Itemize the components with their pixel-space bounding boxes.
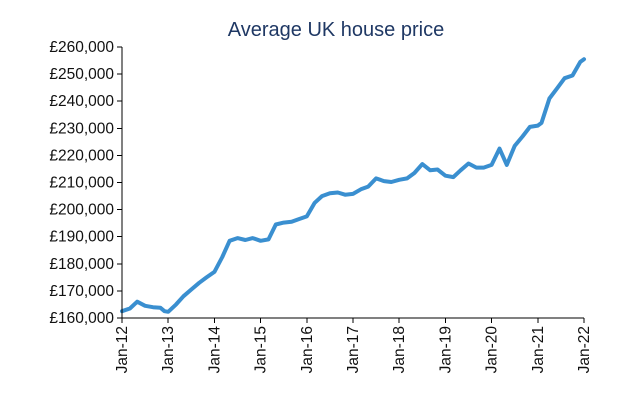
y-tick-label: £210,000 [49,175,114,192]
plot-area [120,57,586,314]
series-line [120,57,586,314]
y-tick-label: £160,000 [49,310,114,327]
x-tick-label: Jan-13 [160,326,177,373]
x-axis-ticks: Jan-12 Jan-13 Jan-14 Jan-15 Jan-16 Jan-17 Jan-… [114,318,593,373]
y-tick-label: £250,000 [49,66,114,83]
x-tick-label: Jan-22 [576,326,593,373]
y-tick-label: £200,000 [49,202,114,219]
chart-title: Average UK house price [228,19,444,41]
x-tick-label: Jan-21 [530,326,547,373]
x-tick-label: Jan-18 [391,326,408,373]
x-tick-label: Jan-17 [345,326,362,373]
y-tick-label: £260,000 [49,39,114,56]
y-axis-ticks: £160,000 £170,000 £180,000 £190,000 £200,000… [49,39,122,327]
x-tick-label: Jan-14 [206,326,223,374]
y-tick-label: £220,000 [49,147,114,164]
x-tick-label: Jan-16 [299,326,316,373]
y-tick-label: £170,000 [49,283,114,300]
x-tick-label: Jan-12 [114,326,131,373]
y-tick-label: £240,000 [49,93,114,110]
x-tick-label: Jan-15 [253,326,270,373]
y-tick-label: £190,000 [49,229,114,246]
y-tick-label: £230,000 [49,120,114,137]
x-tick-label: Jan-20 [484,326,501,374]
x-tick-label: Jan-19 [437,326,454,373]
y-tick-label: £180,000 [49,256,114,273]
